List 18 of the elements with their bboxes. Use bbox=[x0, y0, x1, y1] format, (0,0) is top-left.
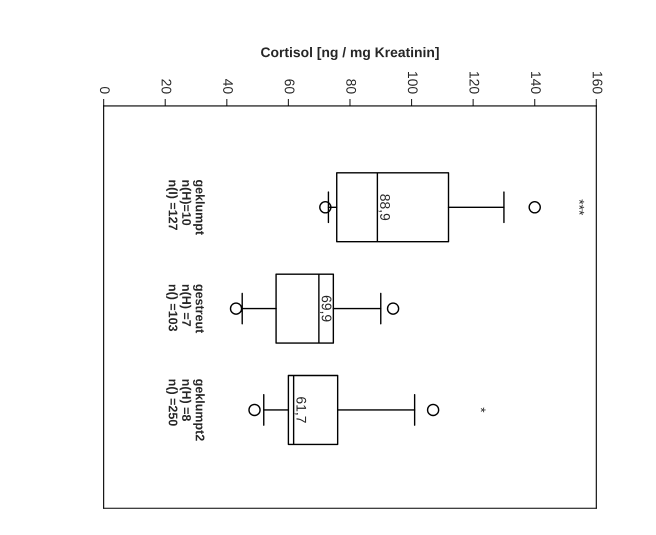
y-tick-label: gestreut n(H) =7 n() =103 bbox=[166, 284, 204, 334]
annotation: *** bbox=[579, 199, 584, 216]
annotation: 88,9 bbox=[378, 194, 390, 220]
x-tick-label: 140 bbox=[530, 72, 541, 94]
x-tick-label: 160 bbox=[592, 72, 602, 94]
x-tick-label: 20 bbox=[162, 79, 172, 94]
x-tick-label: 0 bbox=[100, 86, 110, 94]
x-tick-label: 60 bbox=[284, 79, 294, 94]
x-tick-label: 120 bbox=[469, 72, 480, 94]
x-tick-label: 80 bbox=[346, 79, 356, 94]
annotation: * bbox=[480, 407, 486, 412]
y-tick-label: geklumpt n(H)=10 n(I) =127 bbox=[166, 180, 205, 235]
x-tick-label: 40 bbox=[223, 78, 233, 94]
y-tick-label: geklumpt2 n(H) =8 n() =250 bbox=[166, 379, 205, 441]
annotation: 69,9 bbox=[320, 296, 332, 322]
x-tick-label: 100 bbox=[408, 72, 418, 94]
annotation: 61,7 bbox=[294, 397, 306, 423]
x-axis-title: Cortisol [ng / mg Kreatinin] bbox=[261, 47, 439, 60]
